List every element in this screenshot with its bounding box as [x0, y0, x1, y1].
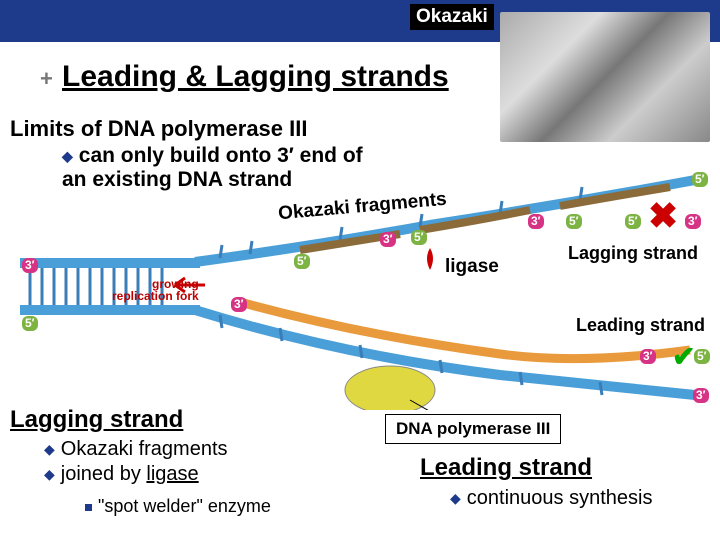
strand-marker: 3′ [231, 297, 247, 312]
lagging-list: ◆Okazaki fragments ◆joined by ligase [44, 438, 228, 488]
strand-marker: 5′ [625, 214, 641, 229]
leading-heading: Leading strand [420, 454, 592, 482]
x-mark-icon: ✖ [648, 195, 678, 237]
limits-heading: Limits of DNA polymerase III [10, 116, 307, 142]
strand-marker: 3′ [380, 232, 396, 247]
strand-marker: 3′ [528, 214, 544, 229]
leading-item: ◆continuous synthesis [450, 487, 652, 510]
replication-fork-label: growingreplication fork [112, 278, 199, 302]
strand-marker: 5′ [566, 214, 582, 229]
okazaki-label: Okazaki [410, 4, 494, 30]
lagging-heading: Lagging strand [10, 406, 183, 434]
leading-strand-label: Leading strand [576, 315, 705, 336]
lagging-item-1: ◆Okazaki fragments [44, 438, 228, 461]
strand-marker: 5′ [22, 316, 38, 331]
strand-marker: 5′ [411, 230, 427, 245]
dna-polymerase-box: DNA polymerase III [385, 414, 561, 444]
ligase-label: ligase [445, 256, 499, 278]
check-mark-icon: ✔ [672, 340, 695, 373]
page-title: Leading & Lagging strands [62, 60, 449, 94]
strand-marker: 3′ [693, 388, 709, 403]
replication-diagram [0, 150, 720, 410]
strand-marker: 5′ [694, 349, 710, 364]
strand-marker: 3′ [640, 349, 656, 364]
strand-marker: 3′ [685, 214, 701, 229]
lagging-item-2: ◆joined by ligase [44, 463, 228, 486]
lagging-strand-label: Lagging strand [568, 243, 698, 264]
plus-decor: + [40, 66, 53, 92]
lagging-subitem: "spot welder" enzyme [85, 496, 271, 517]
strand-marker: 5′ [294, 254, 310, 269]
strand-marker: 3′ [22, 258, 38, 273]
okazaki-photo [500, 12, 710, 142]
strand-marker: 5′ [692, 172, 708, 187]
